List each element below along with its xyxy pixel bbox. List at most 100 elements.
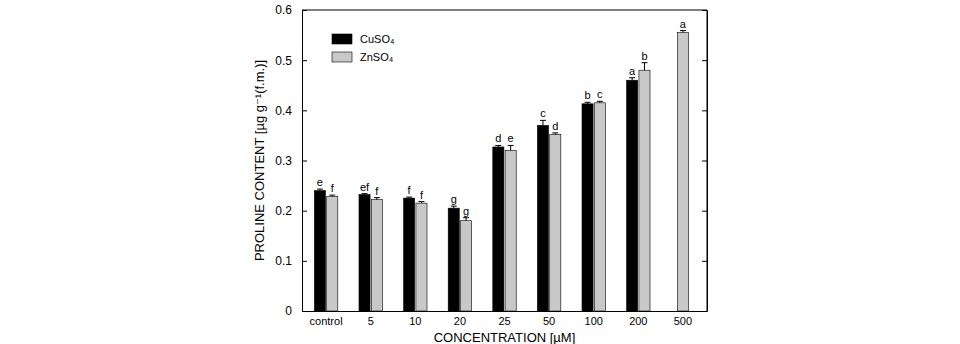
tick: 20 <box>454 315 466 327</box>
y-axis: 00.10.20.30.40.50.6 <box>275 3 307 318</box>
tick: 0.6 <box>275 3 307 17</box>
tick <box>702 161 707 162</box>
tick-mark <box>702 60 707 61</box>
x-axis-title: CONCENTRATION [µM] <box>434 330 576 344</box>
error-bar <box>418 202 424 204</box>
tick: 0.2 <box>275 204 307 218</box>
tick-label: 100 <box>585 315 603 327</box>
series <box>314 78 637 311</box>
x-axis: control 5 10 20 25 50 100 200 500 <box>303 312 708 327</box>
tick: 0.1 <box>275 254 307 268</box>
bar <box>327 197 338 311</box>
error-bar <box>585 102 591 104</box>
tick-mark <box>302 60 307 61</box>
tick-mark <box>702 261 707 262</box>
significance-letter: f <box>375 185 379 197</box>
significance-letter: c <box>597 88 603 100</box>
tick: 200 <box>629 315 647 327</box>
bar <box>550 134 561 311</box>
significance-letter: f <box>331 182 335 194</box>
tick <box>702 110 707 111</box>
tick-label: 500 <box>674 315 692 327</box>
error-bar <box>495 145 501 147</box>
tick-label: 0.3 <box>275 154 292 168</box>
significance-letter: e <box>317 176 323 188</box>
bar <box>677 33 688 311</box>
bar <box>461 221 472 311</box>
significance-letter: f <box>408 184 412 196</box>
tick <box>702 10 707 11</box>
tick-label: 5 <box>368 315 374 327</box>
legend-label: ZnSO₄ <box>360 51 394 63</box>
axis-line <box>707 11 708 312</box>
bar <box>448 208 459 311</box>
error-bar <box>463 218 469 221</box>
plot-area <box>314 31 688 311</box>
error-bar <box>451 206 457 208</box>
annotations: eeffgdcbafffgedcba <box>317 18 687 217</box>
significance-letter: c <box>540 107 546 119</box>
tick-label: 10 <box>409 315 421 327</box>
bar <box>582 104 593 311</box>
tick-mark <box>702 211 707 212</box>
tick <box>702 60 707 61</box>
tick: 25 <box>498 315 510 327</box>
tick <box>702 211 707 212</box>
error-bar <box>641 63 647 71</box>
tick-label: 0.1 <box>275 254 292 268</box>
tick-mark <box>702 10 707 11</box>
tick-mark <box>302 261 307 262</box>
bar <box>537 125 548 311</box>
legend: CuSO₄ ZnSO₄ <box>332 33 395 63</box>
significance-letter: b <box>641 50 647 62</box>
frame <box>302 10 707 311</box>
tick-label: 0.2 <box>275 204 292 218</box>
error-bar <box>362 194 368 195</box>
error-bar <box>629 78 635 81</box>
bar <box>359 195 370 311</box>
bar <box>314 191 325 311</box>
error-bar <box>329 195 335 197</box>
significance-letter: a <box>680 18 687 30</box>
significance-letter: e <box>508 132 514 144</box>
tick: 10 <box>409 315 421 327</box>
bar <box>627 80 638 311</box>
tick-label: 0.6 <box>275 3 292 17</box>
error-bar <box>680 31 686 33</box>
legend-item: CuSO₄ <box>332 33 395 45</box>
tick-label: control <box>310 315 343 327</box>
error-bar <box>552 133 558 135</box>
error-bar <box>406 197 412 198</box>
tick: 50 <box>543 315 555 327</box>
tick: 5 <box>368 315 374 327</box>
bar <box>416 203 427 311</box>
tick <box>702 261 707 262</box>
y-axis-title: PROLINE CONTENT [µg g⁻¹(f.m.)] <box>252 60 267 261</box>
tick: 0.5 <box>275 54 307 68</box>
bar <box>639 70 650 311</box>
tick-label: 25 <box>498 315 510 327</box>
tick: 0.4 <box>275 104 307 118</box>
tick: 0.3 <box>275 154 307 168</box>
tick-mark <box>302 10 307 11</box>
significance-letter: f <box>420 189 424 201</box>
bar <box>594 103 605 311</box>
bar <box>493 147 504 311</box>
error-bar <box>317 189 323 191</box>
legend-swatch <box>332 52 352 62</box>
legend-label: CuSO₄ <box>360 33 395 45</box>
tick-label: 50 <box>543 315 555 327</box>
bar <box>404 198 415 311</box>
error-bar <box>374 198 380 200</box>
tick-mark <box>302 161 307 162</box>
tick-mark <box>302 211 307 212</box>
series <box>327 31 689 311</box>
significance-letter: a <box>629 65 636 77</box>
legend-item: ZnSO₄ <box>332 51 394 63</box>
significance-letter: g <box>463 205 469 217</box>
bar <box>371 200 382 311</box>
tick-label: 0.5 <box>275 54 292 68</box>
tick: 100 <box>585 315 603 327</box>
tick: 500 <box>674 315 692 327</box>
tick-mark <box>702 161 707 162</box>
